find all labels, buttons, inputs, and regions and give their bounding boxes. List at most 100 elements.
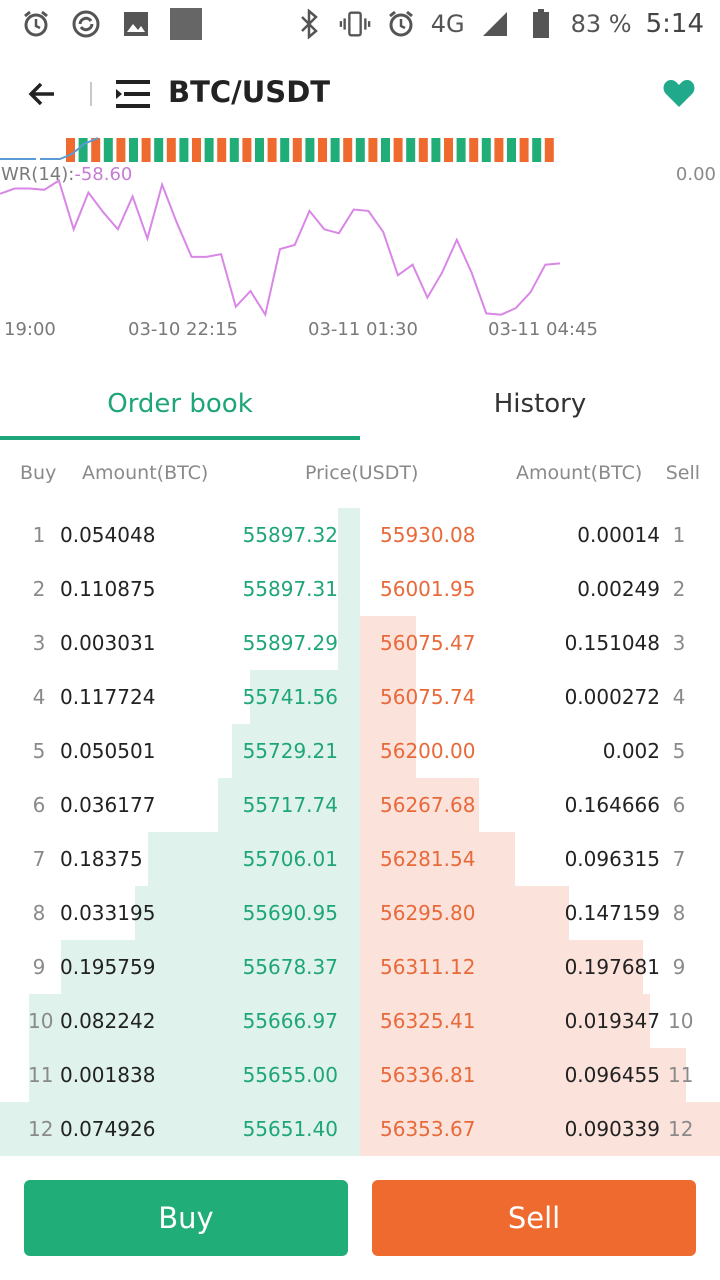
sell-amount: 0.197681 (564, 955, 660, 979)
order-book-row[interactable]: 11 0.001838 55655.00 56336.81 0.096455 11 (0, 1048, 720, 1102)
x-tick: 19:00 (4, 319, 56, 340)
sell-price: 56001.95 (380, 577, 476, 601)
sell-amount: 0.00014 (577, 523, 660, 547)
order-book-row[interactable]: 4 0.117724 55741.56 56075.74 0.000272 4 (0, 670, 720, 724)
sell-depth-bar (360, 940, 643, 994)
buy-button[interactable]: Buy (24, 1180, 348, 1256)
buy-index: 4 (32, 685, 46, 709)
sell-depth-bar (360, 1102, 720, 1156)
order-book-row[interactable]: 6 0.036177 55717.74 56267.68 0.164666 6 (0, 778, 720, 832)
order-book-row[interactable]: 9 0.195759 55678.37 56311.12 0.197681 9 (0, 940, 720, 994)
buy-depth-bar (232, 724, 360, 778)
volume-bar (78, 138, 88, 162)
buy-amount: 0.036177 (60, 793, 156, 817)
sell-price: 56336.81 (380, 1063, 476, 1087)
trade-actions: Buy Sell (0, 1180, 720, 1256)
volume-bar (481, 138, 491, 162)
volume-bar (242, 138, 252, 162)
buy-depth-bar (135, 886, 360, 940)
sell-index: 7 (672, 847, 686, 871)
buy-price: 55706.01 (242, 847, 338, 871)
buy-amount: 0.195759 (60, 955, 156, 979)
alarm-icon (385, 8, 417, 40)
volume-bar (456, 138, 466, 162)
signal-icon (479, 8, 511, 40)
buy-index: 6 (32, 793, 46, 817)
order-book-row[interactable]: 2 0.110875 55897.31 56001.95 0.00249 2 (0, 562, 720, 616)
volume-bar (318, 138, 327, 162)
favorite-heart-icon[interactable] (662, 76, 696, 110)
sell-index: 1 (672, 523, 686, 547)
volume-bar (91, 138, 101, 162)
sell-price: 56075.74 (380, 685, 476, 709)
order-book-row[interactable]: 8 0.033195 55690.95 56295.80 0.147159 8 (0, 886, 720, 940)
x-tick: 03-10 22:15 (128, 319, 238, 340)
volume-bar (280, 138, 290, 162)
order-book-row[interactable]: 7 0.18375 55706.01 56281.54 0.096315 7 (0, 832, 720, 886)
order-book-row[interactable]: 3 0.003031 55897.29 56075.47 0.151048 3 (0, 616, 720, 670)
order-book-row[interactable]: 1 0.054048 55897.32 55930.08 0.00014 1 (0, 508, 720, 562)
sell-amount: 0.002 (602, 739, 660, 763)
battery-icon (525, 8, 557, 40)
volume-bar (418, 138, 428, 162)
buy-amount: 0.033195 (60, 901, 156, 925)
volume-bar (532, 138, 542, 162)
bluetooth-icon (293, 8, 325, 40)
sell-button[interactable]: Sell (372, 1180, 696, 1256)
volume-bar (381, 138, 390, 162)
buy-price: 55897.31 (242, 577, 338, 601)
buy-price: 55729.21 (242, 739, 338, 763)
buy-depth-bar (29, 1048, 360, 1102)
sell-price: 56267.68 (380, 793, 476, 817)
buy-depth-bar (0, 1102, 360, 1156)
wr-chart-svg (0, 137, 561, 318)
alarm-icon (20, 8, 52, 40)
buy-depth-bar (29, 994, 360, 1048)
buy-depth-bar (338, 508, 360, 562)
buy-index: 1 (32, 523, 46, 547)
col-buy: Buy (20, 462, 57, 484)
battery-percent: 83 % (570, 10, 632, 38)
volume-bar (292, 138, 302, 162)
volume-bar (141, 138, 151, 162)
sell-index: 4 (672, 685, 686, 709)
col-amount-left: Amount(BTC) (82, 462, 209, 484)
pair-title[interactable]: BTC/USDT (168, 75, 331, 109)
sell-price: 56281.54 (380, 847, 476, 871)
volume-bar (154, 138, 164, 162)
sell-index: 2 (672, 577, 686, 601)
back-arrow-icon[interactable] (24, 76, 60, 112)
order-book-header: Buy Amount(BTC) Price(USDT) Amount(BTC) … (0, 462, 720, 492)
status-bar: 4G 83 % 5:14 (0, 0, 720, 50)
volume-bar (192, 138, 201, 162)
volume-bar (129, 138, 138, 162)
buy-amount: 0.003031 (60, 631, 156, 655)
order-book-row[interactable]: 10 0.082242 55666.97 56325.41 0.019347 10 (0, 994, 720, 1048)
volume-bar (166, 138, 176, 162)
volume-bar (305, 138, 315, 162)
buy-index: 11 (28, 1063, 54, 1087)
menu-icon[interactable] (114, 78, 152, 110)
buy-amount: 0.054048 (60, 523, 156, 547)
buy-amount: 0.18375 (60, 847, 143, 871)
sell-amount: 0.096315 (564, 847, 660, 871)
volume-bar (544, 138, 554, 162)
order-book-row[interactable]: 12 0.074926 55651.40 56353.67 0.090339 12 (0, 1102, 720, 1156)
sell-amount: 0.00249 (577, 577, 660, 601)
header-divider (90, 82, 92, 106)
x-tick: 03-11 01:30 (308, 319, 418, 340)
wr-axis-label: 0.00 (675, 164, 716, 185)
buy-index: 9 (32, 955, 46, 979)
sell-amount: 0.147159 (564, 901, 660, 925)
order-book-row[interactable]: 5 0.050501 55729.21 56200.00 0.002 5 (0, 724, 720, 778)
tab-order-book[interactable]: Order book (107, 389, 253, 419)
tab-history[interactable]: History (493, 389, 587, 419)
volume-bar (66, 138, 75, 162)
buy-index: 2 (32, 577, 46, 601)
app-header: BTC/USDT (0, 62, 720, 126)
buy-price: 55897.29 (242, 631, 338, 655)
sell-amount: 0.151048 (564, 631, 660, 655)
price-chart[interactable]: WR(14):-58.60 0.00 19:00 03-10 22:15 03-… (0, 130, 720, 350)
clock-time: 5:14 (645, 9, 704, 39)
volume-bar (494, 138, 504, 162)
